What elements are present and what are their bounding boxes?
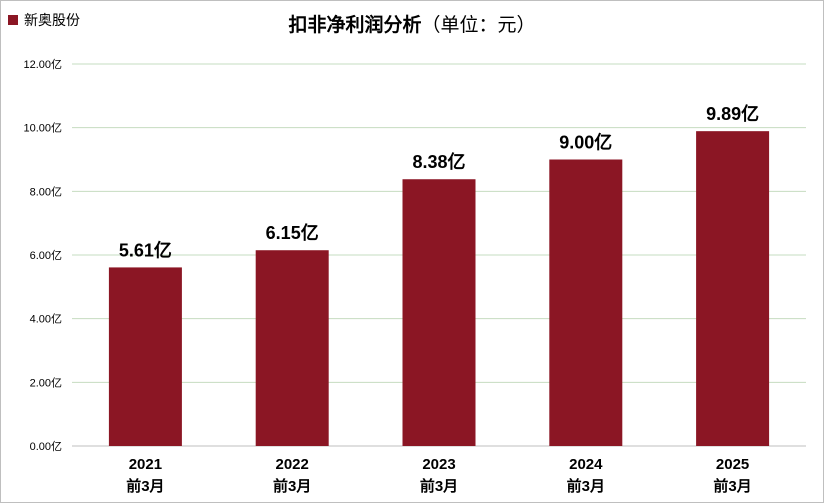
x-tick-label-period: 前3月 [126, 477, 164, 495]
x-tick-label-period: 前3月 [420, 477, 458, 495]
bar [108, 267, 182, 446]
chart-title-block: 扣非净利润分析（单位：元） [0, 10, 824, 37]
data-label: 9.00亿 [559, 132, 612, 153]
bar [549, 159, 623, 446]
y-tick-label: 6.00亿 [30, 249, 62, 262]
legend: 新奥股份 [8, 10, 80, 30]
y-tick-label: 4.00亿 [30, 313, 62, 326]
y-tick-label: 10.00亿 [23, 122, 62, 135]
y-tick-label: 8.00亿 [30, 185, 62, 198]
x-tick-label-year: 2024 [569, 456, 603, 473]
bar [402, 179, 476, 446]
data-label: 9.89亿 [706, 103, 759, 124]
y-tick-label: 12.00亿 [23, 58, 62, 71]
x-tick-label-year: 2023 [422, 456, 455, 473]
data-label: 6.15亿 [266, 222, 319, 243]
data-label: 5.61亿 [119, 239, 172, 260]
legend-swatch [8, 15, 18, 25]
bar [255, 250, 329, 446]
data-label: 8.38亿 [412, 151, 465, 172]
x-tick-label-period: 前3月 [713, 477, 751, 495]
x-tick-label-year: 2021 [129, 456, 162, 473]
bar [696, 131, 770, 446]
chart-title: 扣非净利润分析 [288, 15, 422, 36]
x-tick-label-year: 2022 [276, 456, 309, 473]
x-tick-label-period: 前3月 [273, 477, 311, 495]
y-tick-label: 0.00亿 [30, 440, 62, 453]
x-tick-label-period: 前3月 [567, 477, 605, 495]
chart-subtitle: （单位：元） [421, 15, 536, 36]
legend-label: 新奥股份 [24, 12, 80, 28]
x-tick-label-year: 2025 [716, 456, 749, 473]
y-tick-label: 2.00亿 [30, 376, 62, 389]
